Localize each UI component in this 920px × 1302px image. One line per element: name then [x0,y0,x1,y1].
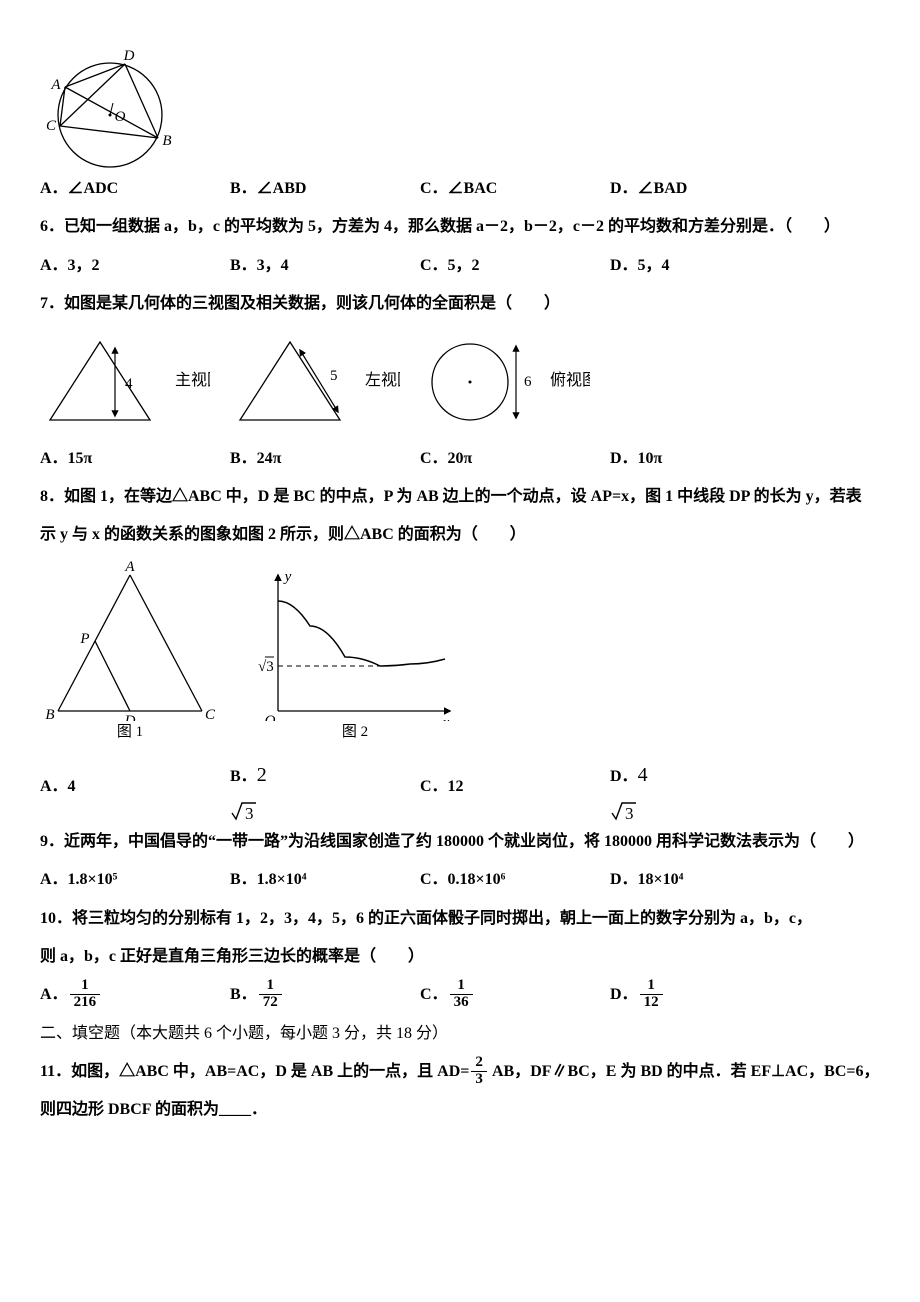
q8-fig1-icon: A B C D P [40,561,220,721]
svg-text:A: A [124,561,135,575]
svg-text:6: 6 [524,374,532,390]
svg-text:C: C [46,118,57,134]
svg-text:O: O [115,109,126,125]
svg-text:√3: √3 [258,659,274,675]
side-view-icon: 5 左视图 [230,330,400,430]
q10-d-den: 12 [640,994,663,1011]
svg-text:D: D [124,713,136,721]
q10-opt-a: A．1216 [40,976,230,1014]
q11-line1: 11．如图，△ABC 中，AB=AC，D 是 AB 上的一点，且 AD=23 A… [40,1053,880,1091]
q10-c-den: 36 [450,994,473,1011]
q5-figure: A B C D O [40,40,880,170]
svg-text:A: A [50,77,61,93]
q6-opt-c: C．5，2 [420,247,610,285]
q8-opt-c: C．12 [420,768,610,806]
q9-opt-a: A．1.8×10⁵ [40,861,230,899]
svg-text:C: C [205,707,216,721]
svg-text:3: 3 [245,804,254,823]
q10-a-num: 1 [70,978,101,994]
front-view-icon: 4 主视图 [40,330,210,430]
top-view-icon: 6 俯视图 [420,330,590,430]
section2-title: 二、填空题（本大题共 6 个小题，每小题 3 分，共 18 分） [40,1015,880,1053]
svg-text:左视图: 左视图 [365,371,400,389]
q10-d-prefix: D． [610,986,638,1003]
q5-opt-c: C．∠BAC [420,170,610,208]
q10-d-num: 1 [640,978,663,994]
circle-diagram: A B C D O [40,40,180,170]
q11-part1: 11．如图，△ABC 中，AB=AC，D 是 AB 上的一点，且 AD= [40,1063,469,1080]
q8-opt-d: D．43 [610,751,800,823]
svg-text:y: y [283,569,292,585]
q8-fig2-cap: 图 2 [342,723,368,741]
q8-opt-b-math: 23 [230,768,420,823]
svg-text:4: 4 [125,376,133,392]
q7-figures: 4 主视图 5 左视图 6 俯视图 [40,330,880,430]
svg-text:O: O [265,713,276,721]
q6-opt-d: D．5，4 [610,247,800,285]
q10-opt-c: C．136 [420,976,610,1014]
q5-opt-d: D．∠BAD [610,170,800,208]
q8-opt-d-prefix: D． [610,768,638,785]
q7-text: 7．如图是某几何体的三视图及相关数据，则该几何体的全面积是（ ） [40,285,880,323]
q8-line2: 示 y 与 x 的函数关系的图象如图 2 所示，则△ABC 的面积为（ ） [40,516,880,554]
q6-text: 6．已知一组数据 a，b，c 的平均数为 5，方差为 4，那么数据 a－2，b－… [40,208,880,246]
q9-text: 9．近两年，中国倡导的“一带一路”为沿线国家创造了约 180000 个就业岗位，… [40,823,880,861]
q8-opt-b: B．23 [230,751,420,823]
q7-opt-a: A．15π [40,440,230,478]
q9-opt-d: D．18×10⁴ [610,861,800,899]
svg-text:俯视图: 俯视图 [550,371,590,389]
q10-options: A．1216 B．172 C．136 D．112 [40,976,880,1014]
q8-line1: 8．如图 1，在等边△ABC 中，D 是 BC 的中点，P 为 AB 边上的一个… [40,478,880,516]
svg-text:主视图: 主视图 [175,371,210,389]
q8-opt-a: A．4 [40,768,230,806]
q5-opt-a: A．∠ADC [40,170,230,208]
q6-opt-a: A．3，2 [40,247,230,285]
q10-c-prefix: C． [420,986,448,1003]
q11-line2: 则四边形 DBCF 的面积为____． [40,1091,880,1129]
svg-text:D: D [123,48,135,64]
q10-a-den: 216 [70,994,101,1011]
q8-figures: A B C D P 图 1 Ox y √3 图 2 [40,561,880,741]
q5-options: A．∠ADC B．∠ABD C．∠BAC D．∠BAD [40,170,880,208]
svg-text:P: P [79,631,89,647]
q10-opt-d: D．112 [610,976,800,1014]
q11-frac-num: 2 [471,1055,487,1071]
q10-b-den: 72 [259,994,282,1011]
q7-opt-c: C．20π [420,440,610,478]
svg-text:B: B [162,133,171,149]
q10-line2: 则 a，b，c 正好是直角三角形三边长的概率是（ ） [40,938,880,976]
q5-opt-b: B．∠ABD [230,170,420,208]
q11-part2: AB，DF∥BC，E 为 BD 的中点．若 EF⊥AC，BC=6， [489,1063,880,1080]
q7-opt-d: D．10π [610,440,800,478]
svg-text:3: 3 [625,804,634,823]
q7-options: A．15π B．24π C．20π D．10π [40,440,880,478]
q9-opt-b: B．1.8×10⁴ [230,861,420,899]
svg-text:x: x [442,715,450,721]
q7-opt-b: B．24π [230,440,420,478]
q10-opt-b: B．172 [230,976,420,1014]
q8-options: A．4 B．23 C．12 D．43 [40,751,880,823]
q8-opt-b-prefix: B． [230,768,257,785]
q8-fig2-icon: Ox y √3 [250,561,460,721]
q10-b-prefix: B． [230,986,257,1003]
q6-options: A．3，2 B．3，4 C．5，2 D．5，4 [40,247,880,285]
q9-opt-c: C．0.18×10⁶ [420,861,610,899]
q11-frac-den: 3 [471,1071,487,1088]
q8-opt-d-math: 43 [610,768,800,823]
q9-options: A．1.8×10⁵ B．1.8×10⁴ C．0.18×10⁶ D．18×10⁴ [40,861,880,899]
svg-text:5: 5 [330,368,338,384]
q10-c-num: 1 [450,978,473,994]
q10-a-prefix: A． [40,986,68,1003]
q10-b-num: 1 [259,978,282,994]
q6-opt-b: B．3，4 [230,247,420,285]
svg-text:B: B [45,707,54,721]
q10-line1: 10．将三粒均匀的分别标有 1，2，3，4，5，6 的正六面体骰子同时掷出，朝上… [40,900,880,938]
q8-fig1-cap: 图 1 [117,723,143,741]
